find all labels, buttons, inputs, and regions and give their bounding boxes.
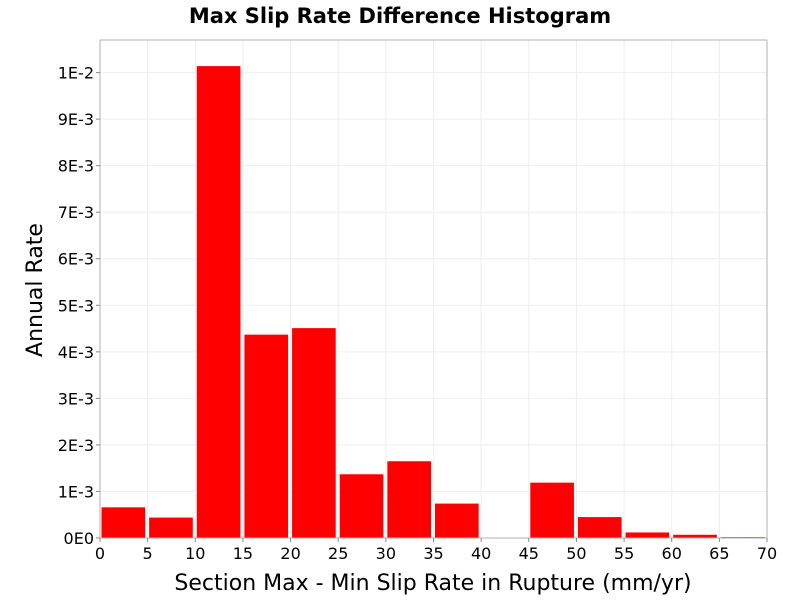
y-tick-label: 2E-3: [58, 436, 94, 455]
x-tick-label: 30: [376, 544, 396, 563]
x-tick-label: 0: [95, 544, 105, 563]
histogram-bar: [434, 502, 480, 539]
x-tick-label: 40: [471, 544, 491, 563]
x-tick-label: 35: [423, 544, 443, 563]
x-tick-label: 10: [185, 544, 205, 563]
histogram-bar: [100, 506, 147, 539]
x-tick-label: 60: [662, 544, 682, 563]
ticks-layer: 0 5 10 15 20 25 30 35 40 45 50 55 60 65 70 0E0 1E-3 2E-3 3…: [58, 64, 777, 563]
histogram-bar: [243, 333, 290, 539]
x-tick-label: 45: [519, 544, 539, 563]
chart-title: Max Slip Rate Difference Histogram: [189, 4, 611, 28]
histogram-bar: [338, 473, 385, 539]
y-tick-label: 1E-3: [58, 482, 94, 501]
histogram-bar: [576, 516, 623, 539]
histogram-bar: [529, 481, 575, 539]
x-tick-label: 55: [614, 544, 634, 563]
y-tick-label: 1E-2: [58, 64, 94, 83]
x-tick-label: 15: [233, 544, 253, 563]
y-tick-label: 0E0: [64, 529, 94, 548]
histogram-bar: [624, 531, 671, 539]
y-tick-label: 6E-3: [58, 250, 94, 269]
x-tick-label: 70: [757, 544, 777, 563]
y-tick-label: 9E-3: [58, 110, 94, 129]
y-tick-label: 8E-3: [58, 157, 94, 176]
x-tick-label: 25: [328, 544, 348, 563]
y-axis-label: Annual Rate: [23, 223, 48, 357]
histogram-bar: [672, 533, 718, 539]
histogram-bar: [148, 516, 194, 539]
x-tick-label: 5: [143, 544, 153, 563]
histogram-bar: [291, 327, 337, 539]
y-tick-label: 5E-3: [58, 296, 94, 315]
histogram-bar: [386, 460, 433, 539]
x-tick-label: 50: [566, 544, 586, 563]
y-tick-label: 4E-3: [58, 343, 94, 362]
x-tick-label: 65: [709, 544, 729, 563]
x-axis-label: Section Max - Min Slip Rate in Rupture (…: [174, 571, 691, 596]
y-tick-label: 3E-3: [58, 389, 94, 408]
y-tick-label: 7E-3: [58, 203, 94, 222]
bars-layer: [100, 65, 766, 539]
x-tick-label: 20: [280, 544, 300, 563]
histogram-bar: [195, 65, 242, 539]
